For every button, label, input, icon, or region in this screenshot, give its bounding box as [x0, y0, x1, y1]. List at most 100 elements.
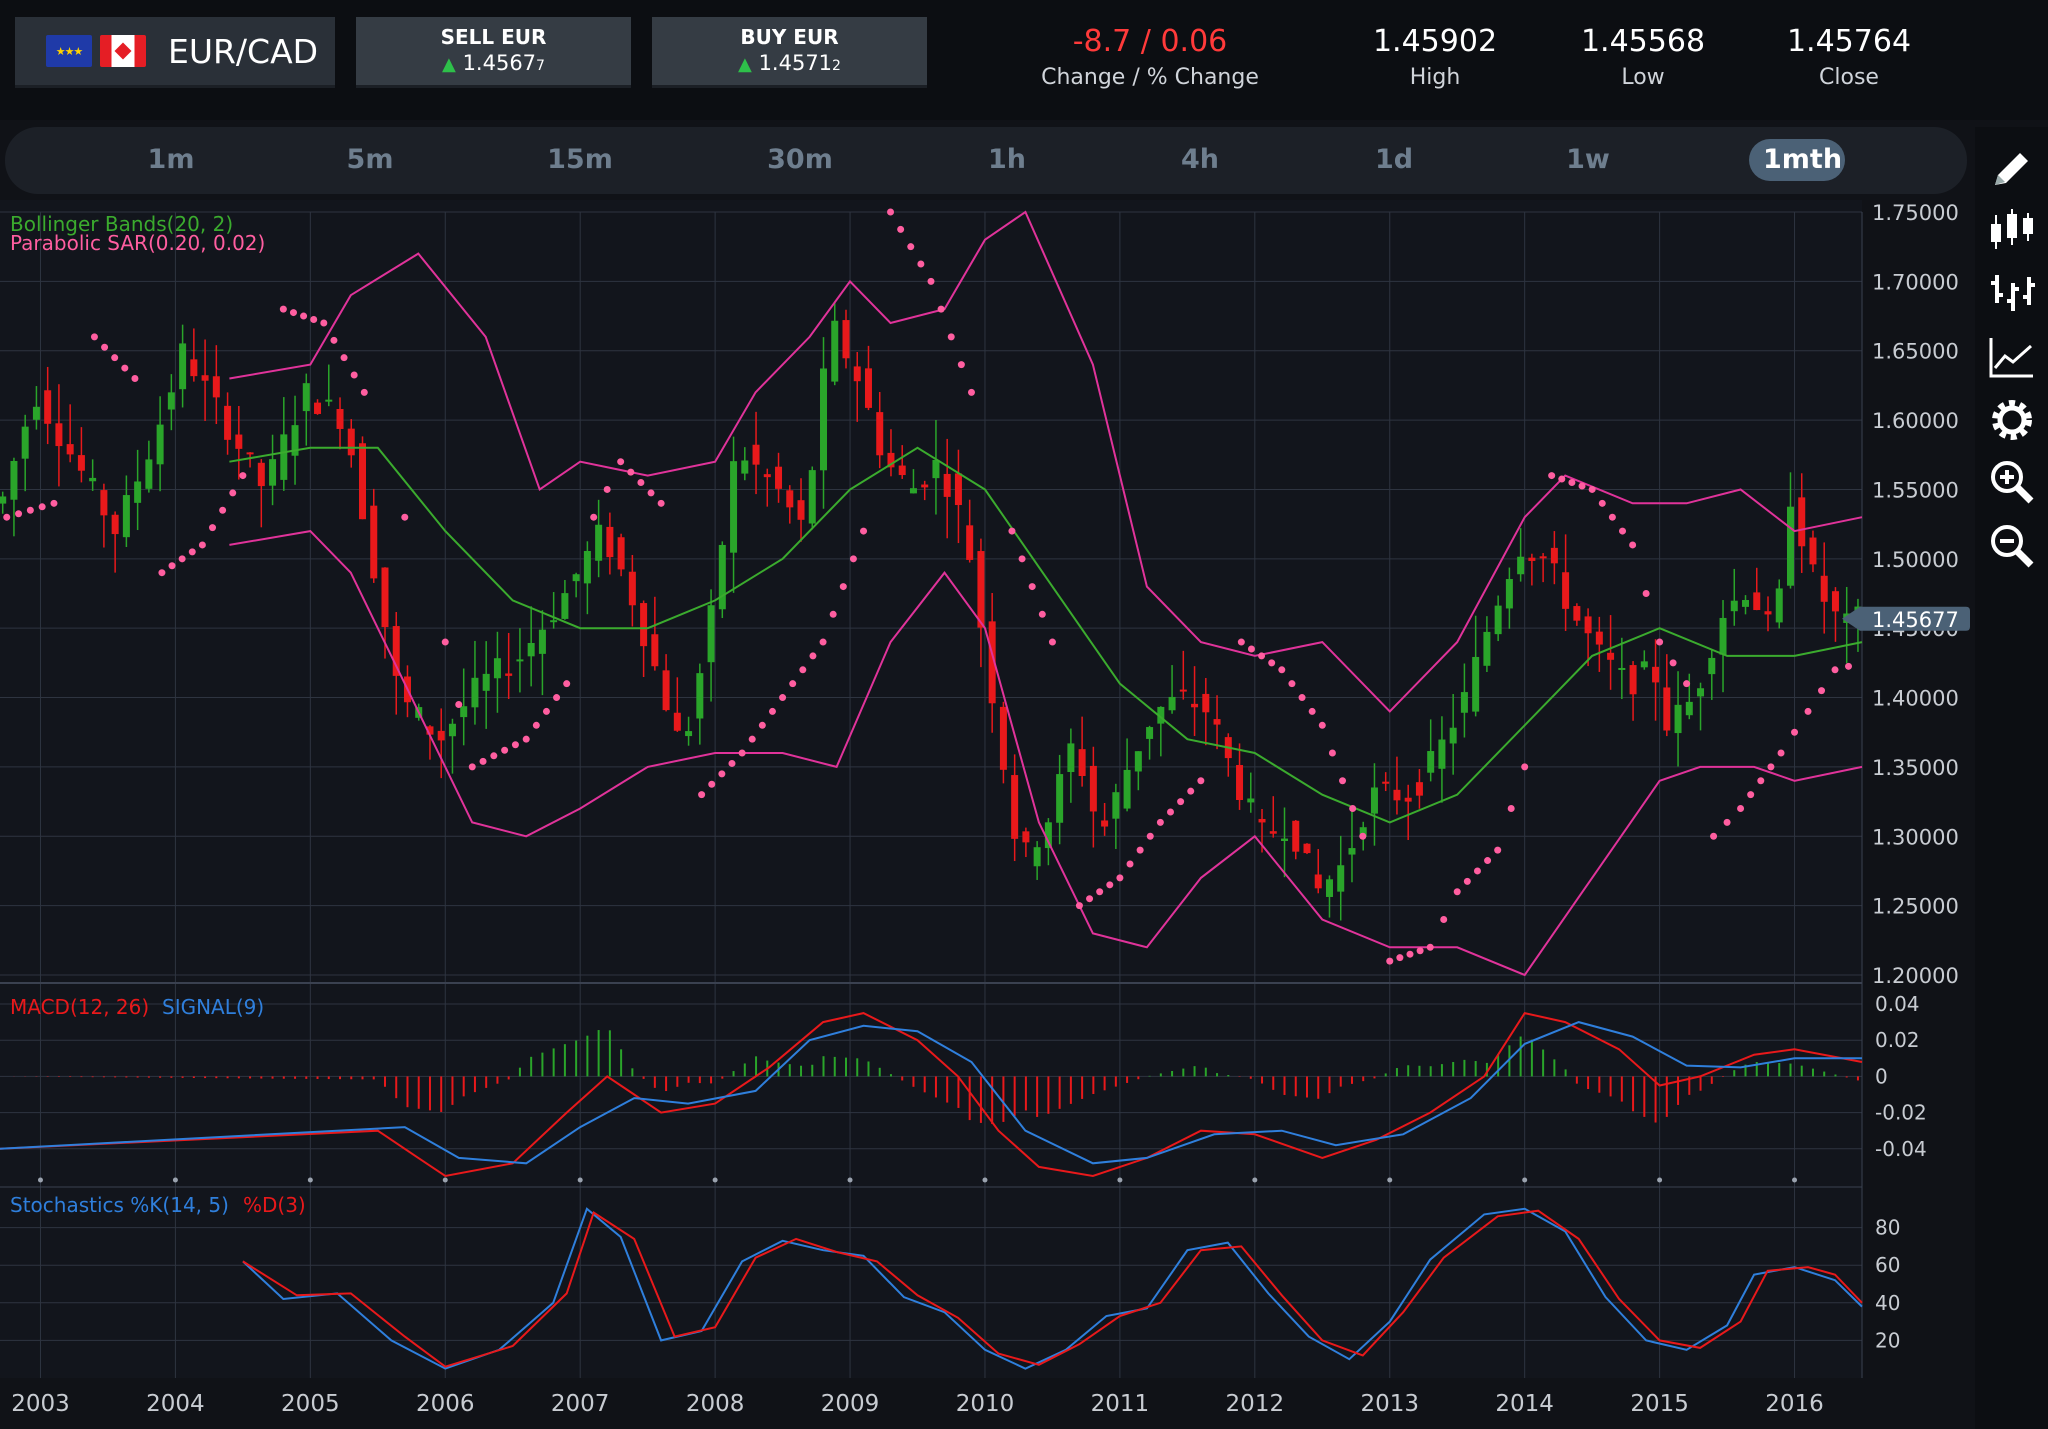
- sar-dot: [1396, 954, 1404, 962]
- candle: [932, 459, 940, 479]
- candle: [66, 444, 74, 455]
- sar-legend: Parabolic SAR(0.20, 0.02): [10, 231, 265, 255]
- sar-dot: [1318, 721, 1326, 729]
- sar-dot: [1588, 485, 1596, 493]
- year-label: 2007: [551, 1391, 610, 1417]
- year-label: 2011: [1091, 1391, 1150, 1417]
- candle: [44, 390, 52, 424]
- close-stat: 1.45764 Close: [1774, 24, 1924, 90]
- zoom-in-icon[interactable]: [1987, 457, 2037, 507]
- sell-button[interactable]: SELL EUR ▲ 1.45677: [356, 17, 631, 88]
- sar-dot: [657, 499, 665, 507]
- pane-marker: [1657, 1177, 1663, 1183]
- sar-dot: [50, 499, 58, 507]
- sar-dot: [927, 277, 935, 285]
- price-chart[interactable]: 1.75000 1.70000 1.65000 1.60000 1.55000 1.500…: [0, 200, 1975, 1429]
- bollinger-legend: Bollinger Bands(20, 2): [10, 212, 233, 236]
- candle: [460, 706, 468, 718]
- candle: [370, 505, 378, 579]
- line-chart-icon[interactable]: [1987, 332, 2037, 382]
- candle: [0, 496, 7, 504]
- year-label: 2015: [1630, 1391, 1689, 1417]
- candle: [1314, 874, 1322, 889]
- candlestick-icon[interactable]: [1987, 205, 2037, 255]
- candle: [224, 405, 232, 440]
- sar-dot: [455, 700, 463, 708]
- stoch-axis-label: 40: [1875, 1291, 1900, 1315]
- price-axis-label: 1.25000: [1872, 895, 1959, 919]
- candle: [246, 452, 254, 455]
- timeframe-5m[interactable]: 5m: [346, 144, 394, 175]
- sar-dot: [1669, 659, 1677, 667]
- price-axis-label: 1.40000: [1872, 687, 1959, 711]
- sar-dot: [26, 506, 34, 514]
- sar-dot: [860, 527, 868, 535]
- sar-dot: [637, 479, 645, 487]
- candle: [21, 426, 29, 459]
- buy-button[interactable]: BUY EUR ▲ 1.45712: [652, 17, 927, 88]
- pencil-icon[interactable]: [1987, 145, 2037, 195]
- sar-dot: [1558, 475, 1566, 483]
- sar-dot: [1710, 832, 1718, 840]
- stoch-d-line: [242, 1209, 1863, 1368]
- candle: [808, 470, 816, 524]
- timeframe-1h[interactable]: 1h: [987, 144, 1026, 175]
- currency-pair-selector[interactable]: ★★★ EUR/CAD: [15, 17, 335, 88]
- sar-dot: [1578, 482, 1586, 490]
- close-value: 1.45764: [1786, 24, 1912, 59]
- candle: [864, 368, 872, 408]
- candle: [1697, 688, 1705, 697]
- sar-dot: [1804, 707, 1812, 715]
- sar-dot: [1349, 805, 1357, 813]
- sar-dot: [839, 583, 847, 591]
- sar-dot: [1328, 749, 1336, 757]
- candle: [55, 423, 63, 447]
- candle: [651, 634, 659, 667]
- candle: [1483, 631, 1491, 666]
- timeframe-1d[interactable]: 1d: [1374, 144, 1414, 175]
- candle: [1089, 765, 1097, 812]
- chart-toolbar: [1975, 127, 2048, 1429]
- candle: [167, 392, 175, 410]
- candle: [797, 500, 805, 520]
- candle: [314, 402, 322, 414]
- sar-dot: [1791, 728, 1799, 736]
- stoch-axis-label: 20: [1875, 1328, 1900, 1352]
- candle: [1607, 652, 1615, 660]
- candle: [527, 642, 535, 657]
- candle: [954, 473, 962, 506]
- sell-label: SELL EUR: [440, 25, 547, 49]
- sar-dot: [1845, 662, 1853, 670]
- candle: [1337, 865, 1345, 892]
- price-axis-label: 1.50000: [1872, 548, 1959, 572]
- sar-dot: [1463, 877, 1471, 885]
- sar-dot: [330, 336, 338, 344]
- timeframe-1m[interactable]: 1m: [147, 144, 195, 175]
- year-label: 2009: [821, 1391, 880, 1417]
- zoom-out-icon[interactable]: [1987, 521, 2037, 571]
- timeframe-1w[interactable]: 1w: [1566, 144, 1610, 175]
- year-label: 2014: [1495, 1391, 1554, 1417]
- change-stat: -8.7 / 0.06 Change / % Change: [1030, 24, 1270, 90]
- high-label: High: [1409, 65, 1461, 90]
- ohlc-icon[interactable]: [1987, 267, 2037, 317]
- gear-icon[interactable]: [1987, 395, 2037, 445]
- sar-dot: [1453, 888, 1461, 896]
- sar-dot: [1298, 694, 1306, 702]
- timeframe-1mth[interactable]: 1mth: [1749, 139, 1845, 181]
- sar-dot: [1777, 749, 1785, 757]
- candle: [1033, 847, 1041, 867]
- sar-dot: [1086, 895, 1094, 903]
- candle: [1303, 843, 1311, 854]
- candle: [662, 670, 670, 711]
- candle: [977, 551, 985, 628]
- up-arrow-icon: ▲: [738, 54, 752, 75]
- timeframe-30m[interactable]: 30m: [767, 144, 833, 175]
- sar-dot: [758, 721, 766, 729]
- timeframe-15m[interactable]: 15m: [547, 144, 613, 175]
- sar-dot: [1818, 687, 1826, 695]
- candle: [381, 567, 389, 628]
- timeframe-4h[interactable]: 4h: [1180, 144, 1219, 175]
- candle: [482, 673, 490, 691]
- sar-dot: [1507, 805, 1515, 813]
